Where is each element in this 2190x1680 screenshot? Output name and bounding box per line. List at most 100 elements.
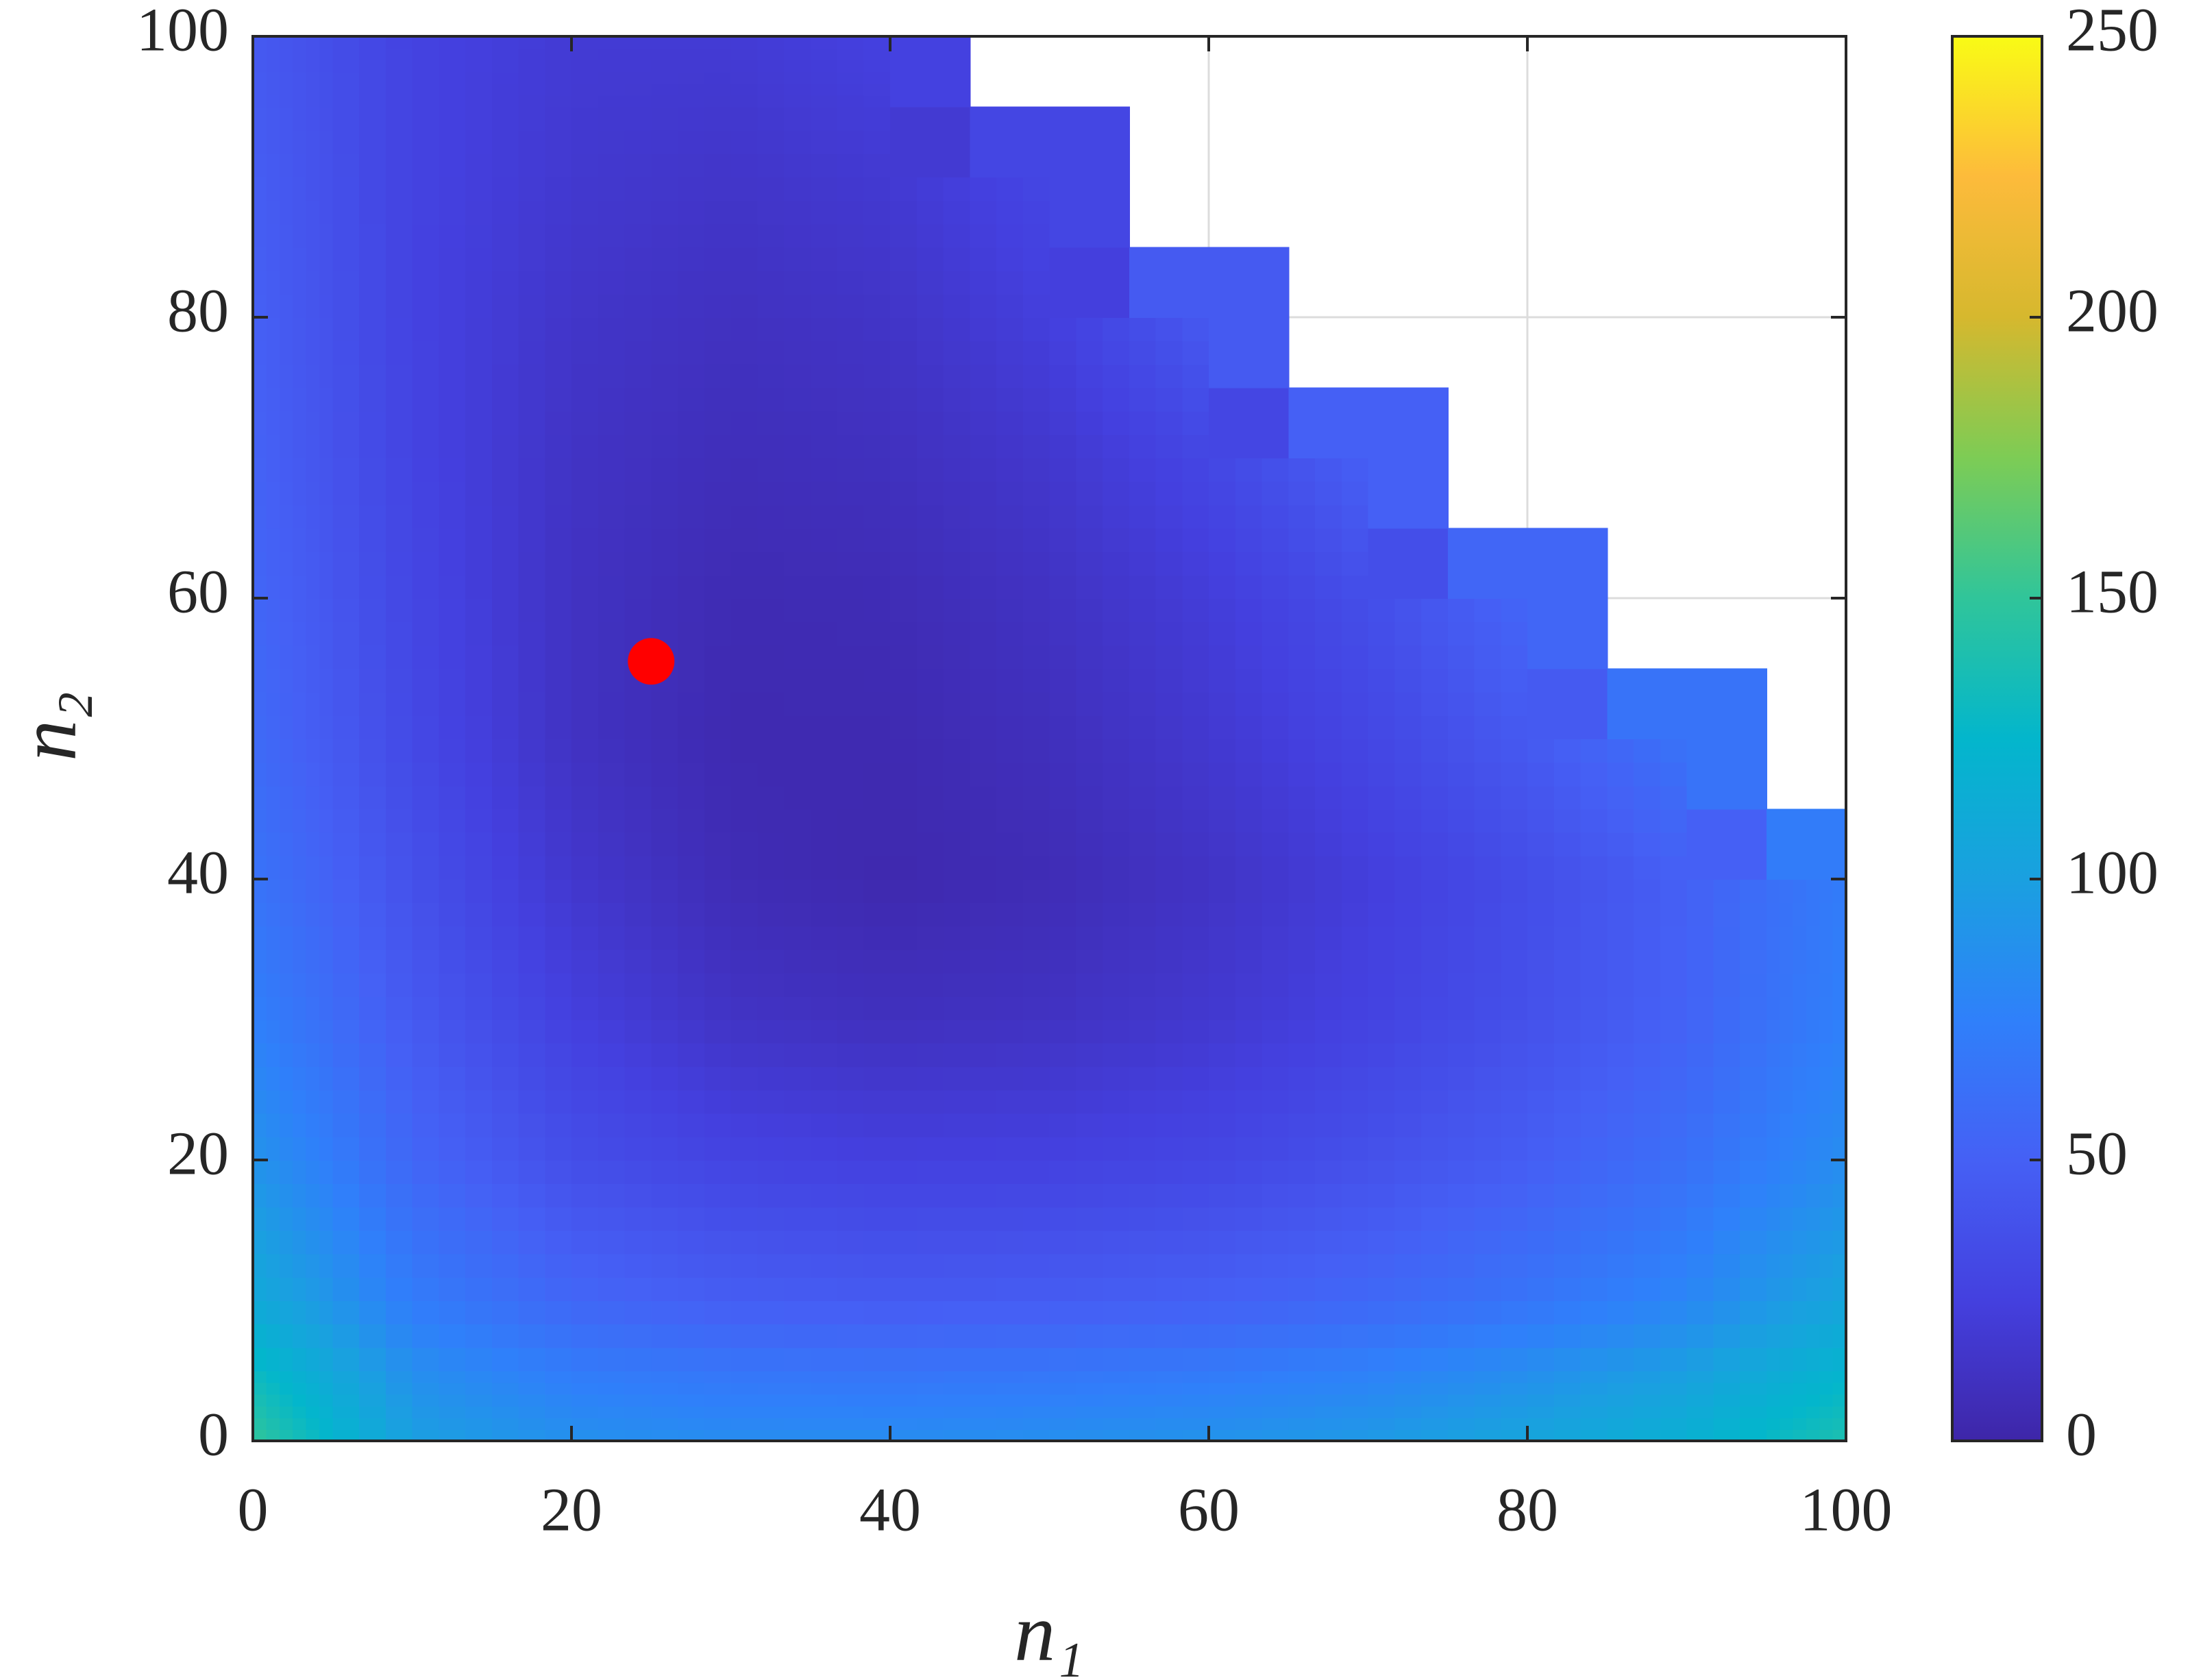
contour-cell — [1607, 1370, 1767, 1442]
contour-cell — [491, 36, 652, 108]
contour-cell — [253, 1089, 334, 1231]
contour-cell — [970, 528, 1130, 669]
contour-cell — [1766, 1230, 1847, 1372]
x-tick-label: 80 — [1497, 1477, 1558, 1544]
x-tick-label: 20 — [541, 1477, 602, 1544]
axes-box — [251, 35, 1847, 1442]
contour-cell — [332, 528, 493, 669]
contour-cell — [1447, 668, 1608, 810]
y-tick-label: 0 — [198, 1401, 229, 1469]
contour-cell — [491, 949, 652, 1091]
contour-cell — [253, 528, 334, 669]
contour-cell — [1447, 1089, 1608, 1231]
contour-cell — [651, 808, 811, 950]
contour-cell — [1129, 247, 1290, 388]
contour-cell — [491, 1089, 652, 1231]
contour-cell — [491, 106, 652, 248]
contour-cell — [970, 1370, 1130, 1442]
contour-cell — [810, 1230, 971, 1372]
contour-cell — [1607, 668, 1767, 810]
contour-cell — [1129, 1230, 1290, 1372]
contour-cell — [1288, 949, 1449, 1091]
contour-cell — [1766, 1089, 1847, 1231]
contour-cell — [1607, 1230, 1767, 1372]
contour-cell — [1129, 1089, 1290, 1231]
contour-cell — [1447, 808, 1608, 950]
x-tick-label: 0 — [238, 1477, 269, 1544]
contour-cell — [1607, 949, 1767, 1091]
contour-cell — [970, 1089, 1130, 1231]
contour-cell — [970, 1230, 1130, 1372]
contour-cell — [651, 949, 811, 1091]
y-tick-label: 80 — [167, 277, 229, 345]
contour-cell — [1447, 528, 1608, 669]
contour-cell — [651, 668, 811, 810]
contour-cell — [810, 387, 971, 529]
colorbar — [1951, 35, 2043, 1442]
contour-cell — [810, 1370, 971, 1442]
contour-cell — [1447, 1230, 1608, 1372]
contour-cell — [332, 949, 493, 1091]
contour-cell — [1129, 1370, 1290, 1442]
optimum-marker — [628, 638, 675, 685]
colorbar-tick-label: 200 — [2066, 277, 2158, 345]
contour-cell — [810, 106, 971, 248]
contour-cell — [970, 247, 1130, 388]
y-tick-label: 20 — [167, 1120, 229, 1188]
contour-cell — [1607, 808, 1767, 950]
colorbar-tick-label: 100 — [2066, 839, 2158, 907]
contour-cell — [1129, 808, 1290, 950]
contour-cell — [1288, 808, 1449, 950]
contour-cell — [1129, 528, 1290, 669]
contour-cell — [1447, 1370, 1608, 1442]
contour-cell — [491, 387, 652, 529]
contour-cell — [1447, 949, 1608, 1091]
contour-cell — [332, 36, 493, 108]
contour-cell — [970, 668, 1130, 810]
x-tick-label: 40 — [859, 1477, 921, 1544]
contour-cell — [332, 1370, 493, 1442]
contour-cell — [253, 106, 334, 248]
contour-cell — [810, 36, 971, 108]
y-tick-label: 40 — [167, 839, 229, 907]
contour-cell — [1129, 949, 1290, 1091]
x-tick-label: 60 — [1178, 1477, 1240, 1544]
colorbar-tick-label: 0 — [2066, 1401, 2097, 1469]
contour-cell — [253, 949, 334, 1091]
contour-cell — [332, 1230, 493, 1372]
contour-cell — [651, 1089, 811, 1231]
colorbar-tick-label: 150 — [2066, 558, 2158, 626]
contour-cell — [1288, 1089, 1449, 1231]
contour-cell — [810, 247, 971, 388]
contour-cell — [332, 668, 493, 810]
contour-cell — [651, 36, 811, 108]
x-axis-label: n₁ — [1014, 1587, 1084, 1678]
contour-cell — [253, 387, 334, 529]
contour-cell — [491, 1370, 652, 1442]
contour-cell — [1766, 1370, 1847, 1442]
contour-cell — [970, 387, 1130, 529]
contour-cell — [810, 1089, 971, 1231]
contour-cell — [332, 808, 493, 950]
contour-cell — [1288, 387, 1449, 529]
contour-cell — [1607, 1089, 1767, 1231]
contour-cell — [651, 247, 811, 388]
contour-cell — [1288, 1230, 1449, 1372]
contour-cell — [491, 668, 652, 810]
contour-cell — [491, 1230, 652, 1372]
contour-cell — [332, 247, 493, 388]
contour-cell — [651, 387, 811, 529]
contour-cell — [491, 528, 652, 669]
contour-cell — [253, 1230, 334, 1372]
contour-cell — [1766, 949, 1847, 1091]
contour-cell — [810, 808, 971, 950]
contour-cell — [1766, 808, 1847, 950]
contour-cell — [651, 1230, 811, 1372]
contour-cell — [1288, 668, 1449, 810]
contour-cell — [332, 1089, 493, 1231]
contour-cell — [253, 247, 334, 388]
contour-cell — [810, 949, 971, 1091]
contour-cell — [651, 1370, 811, 1442]
contour-cell — [810, 528, 971, 669]
